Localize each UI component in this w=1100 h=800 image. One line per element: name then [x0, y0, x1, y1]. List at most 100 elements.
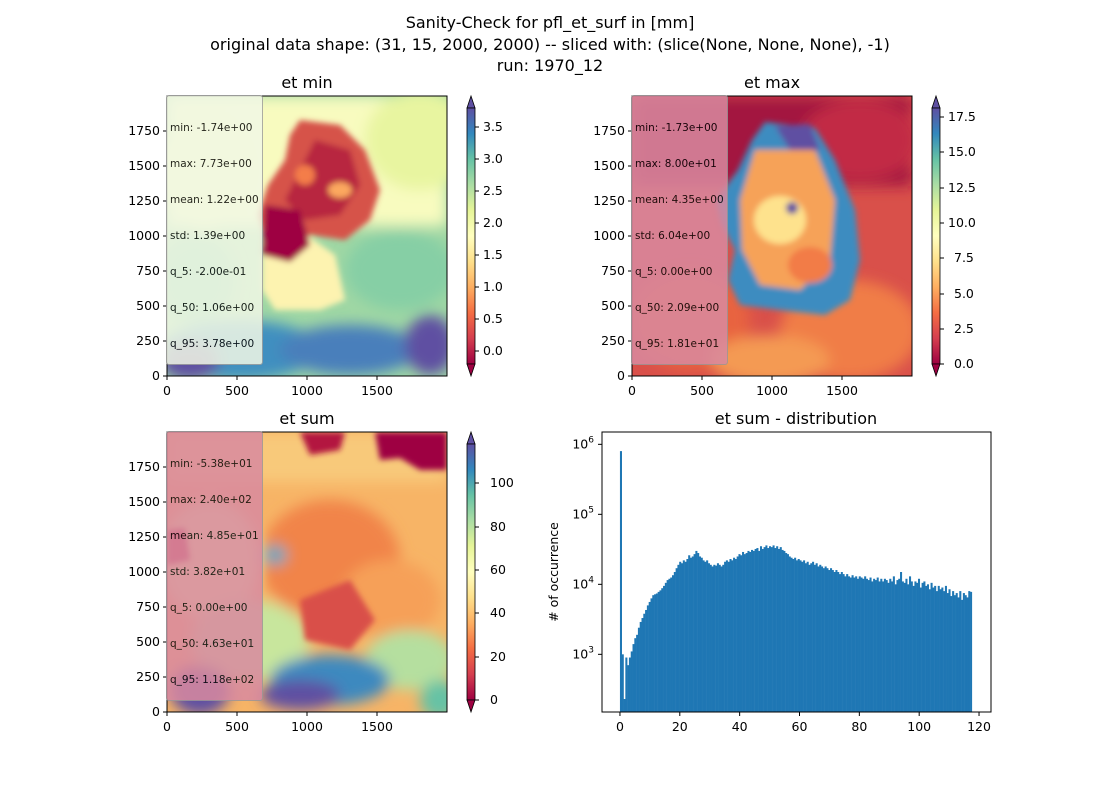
histogram-bar	[700, 557, 703, 712]
histogram-bar	[643, 613, 646, 712]
histogram-bar	[917, 578, 921, 712]
histogram-bar	[743, 554, 746, 712]
colorbar-tick-label: 20	[490, 649, 506, 664]
colorbar: 0.0 2.5 5.0 7.5 10.0 12.5 15.0 17.5	[931, 94, 976, 378]
x-tick-label: 0	[628, 383, 636, 398]
histogram-bar	[777, 548, 780, 712]
histogram-bar	[759, 546, 763, 712]
histogram-bar	[909, 576, 912, 712]
histogram-bar	[688, 555, 691, 712]
histogram-bar	[628, 657, 631, 712]
stats-line: q_50: 4.63e+01	[170, 638, 255, 650]
histogram-bar	[946, 593, 949, 712]
histogram-bar	[882, 581, 885, 712]
histogram-bar	[892, 576, 895, 712]
histogram-bar	[934, 585, 937, 712]
stats-line: min: -1.73e+00	[635, 122, 718, 134]
x-tick-label: 1500	[361, 719, 393, 734]
stats-line: mean: 4.35e+00	[635, 194, 724, 206]
x-axis-ticks: 0 500 1000 1500	[163, 376, 393, 398]
histogram-bar	[716, 563, 719, 712]
histogram-bar	[661, 588, 664, 712]
stats-line: max: 7.73e+00	[170, 158, 252, 170]
y-tick-label: 1750	[128, 459, 160, 474]
y-axis-ticks: 0 250 500 750 1000 1250 1500 1750	[128, 123, 167, 383]
histogram-bar	[817, 566, 820, 712]
y-tick-label: 106	[572, 435, 594, 451]
histogram-bar	[966, 597, 969, 712]
stats-line: mean: 1.22e+00	[170, 194, 259, 206]
histogram-bar	[691, 556, 694, 712]
colorbar-tick-label: 0.0	[483, 343, 503, 358]
colorbar-tick-label: 3.0	[483, 151, 503, 166]
y-tick-label: 250	[601, 333, 625, 348]
histogram-bar	[745, 553, 748, 712]
histogram-bar	[914, 581, 917, 712]
colorbar-tick-label: 0.0	[954, 356, 974, 371]
stats-line: max: 8.00e+01	[635, 158, 717, 170]
heatmap-title: et max	[744, 73, 800, 92]
histogram-bar	[751, 549, 754, 712]
figure-title-line-2: original data shape: (31, 15, 2000, 2000…	[210, 35, 890, 54]
histogram-bar	[781, 549, 784, 712]
histogram-bar	[838, 574, 842, 712]
histogram-bar	[855, 576, 858, 712]
histogram-bar	[847, 576, 851, 712]
histogram-bar	[663, 585, 666, 712]
histogram-bar	[930, 582, 933, 712]
stats-line: q_50: 2.09e+00	[635, 302, 720, 314]
histogram-bar	[957, 597, 960, 712]
histogram-bar	[896, 580, 899, 712]
histogram-bar	[846, 574, 849, 712]
x-tick-label: 1000	[756, 383, 788, 398]
y-tick-label: 750	[601, 263, 625, 278]
histogram-bar	[925, 585, 928, 712]
histogram-bar	[943, 591, 946, 712]
histogram-bar	[625, 657, 628, 712]
x-tick-label: 120	[967, 719, 991, 734]
colorbar-tick-label: 7.5	[954, 250, 974, 265]
x-tick-label: 60	[792, 719, 808, 734]
x-tick-label: 20	[672, 719, 688, 734]
y-axis-ticks: 0 250 500 750 1000 1250 1500 1750	[593, 123, 632, 383]
stats-box-et-max: min: -1.73e+00 max: 8.00e+01 mean: 4.35e…	[631, 95, 728, 365]
histogram-bar	[921, 582, 924, 712]
histogram-bar	[749, 551, 752, 712]
histogram-bar	[729, 559, 732, 712]
histogram-bar	[774, 548, 777, 712]
y-tick-label: 250	[136, 333, 160, 348]
histogram-bar	[849, 577, 852, 712]
histogram-bar	[623, 699, 626, 712]
histogram-bar	[698, 556, 701, 712]
histogram-bar	[864, 576, 867, 712]
histogram-bar	[682, 560, 685, 712]
histogram-bar	[761, 548, 764, 712]
histogram-bar	[952, 591, 955, 712]
colorbar-body	[931, 107, 941, 365]
x-tick-label: 1000	[291, 383, 323, 398]
histogram-bar	[928, 589, 931, 712]
stats-line: mean: 4.85e+01	[170, 530, 259, 542]
histogram-bar	[795, 560, 798, 712]
histogram-bar	[926, 584, 930, 712]
histogram-bar	[865, 578, 868, 712]
histogram-bar	[632, 644, 635, 712]
histogram-bar	[806, 561, 809, 712]
histogram-bar	[704, 561, 707, 712]
stats-line: q_95: 1.81e+01	[635, 338, 720, 350]
histogram-bar	[659, 590, 662, 712]
colorbar: 0 20 40 60 80 100	[466, 430, 514, 714]
x-axis-ticks: 0 20 40 60 80 100 120	[616, 712, 991, 734]
histogram-bar	[715, 565, 718, 712]
histogram-bar	[923, 581, 926, 712]
histogram-bar	[964, 595, 967, 712]
histogram-bar	[693, 554, 696, 712]
colorbar-extend-bottom	[466, 699, 476, 714]
histogram-bar	[903, 582, 906, 712]
stats-line: min: -1.74e+00	[170, 122, 253, 134]
histogram-bar	[779, 547, 782, 712]
histogram-bar	[738, 554, 741, 712]
histogram-bar	[768, 546, 772, 712]
histogram-bar	[910, 581, 913, 712]
